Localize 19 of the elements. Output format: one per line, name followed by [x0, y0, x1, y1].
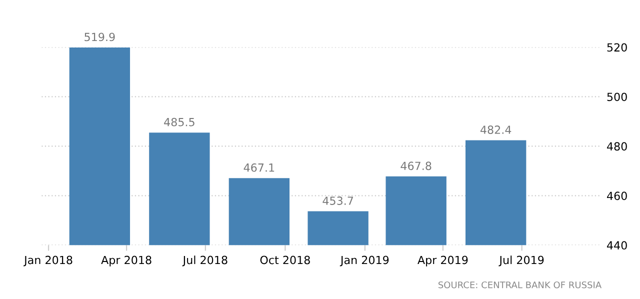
x-tick-label: Oct 2018	[260, 256, 310, 264]
x-tick-label: Apr 2019	[418, 256, 468, 266]
y-tick-label: 440	[607, 241, 627, 250]
x-tick-label: Jan 2019	[340, 256, 389, 266]
x-tick-label: Jan 2018	[23, 256, 72, 266]
y-tick-label: 460	[607, 192, 627, 200]
data-label: 453.7	[322, 196, 354, 205]
y-tick-label: 500	[607, 92, 627, 102]
data-label: 485.5	[164, 118, 194, 126]
y-tick-label: 520	[607, 43, 627, 52]
source-note: SOURCE: CENTRAL BANK OF RUSSIA	[438, 281, 602, 288]
data-label: 467.1	[244, 163, 274, 172]
x-tick-label: Jul 2019	[498, 256, 544, 266]
x-tick-label: Apr 2018	[101, 256, 152, 266]
data-label: 482.4	[480, 126, 512, 134]
data-label: 519.9	[84, 32, 115, 42]
x-tick-label: Jul 2018	[182, 256, 228, 266]
y-tick-label: 480	[607, 142, 627, 151]
data-label: 467.8	[400, 162, 432, 170]
